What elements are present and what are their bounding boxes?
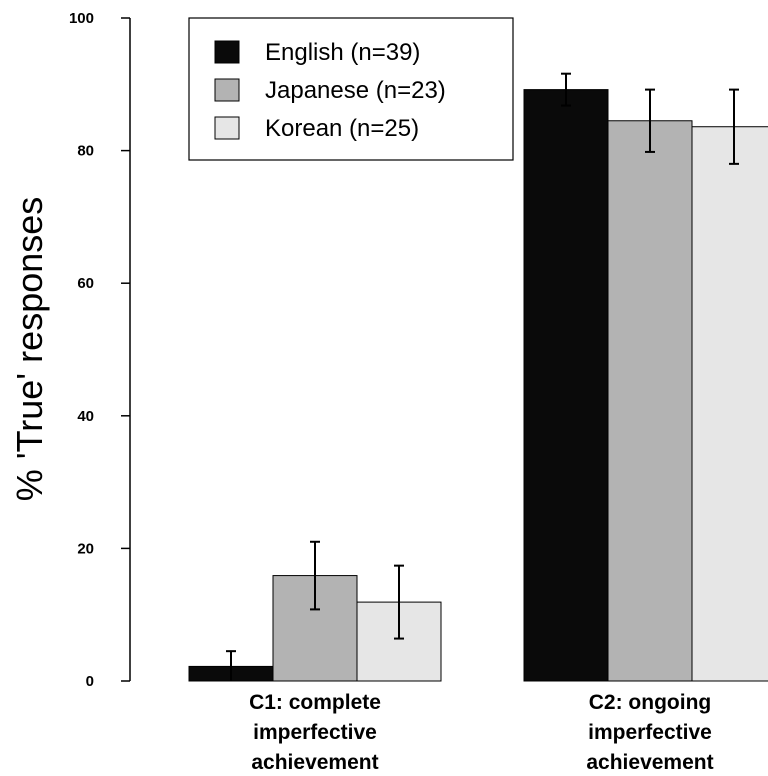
category-label: achievement xyxy=(586,751,713,774)
legend-swatch xyxy=(214,116,240,140)
category-label: imperfective xyxy=(588,721,712,744)
bar xyxy=(523,89,609,682)
y-tick-label: 20 xyxy=(77,540,94,557)
bar xyxy=(691,126,768,682)
category-label: C2: ongoing xyxy=(589,691,711,714)
legend: English (n=39) Japanese (n=23) Korean (n=2… xyxy=(188,17,514,161)
y-tick-label: 40 xyxy=(77,408,94,425)
y-tick-label: 0 xyxy=(86,673,94,690)
category-label: imperfective xyxy=(253,721,377,744)
y-tick-label: 60 xyxy=(77,275,94,292)
legend-label: English (n=39) xyxy=(265,39,420,66)
legend-box xyxy=(188,17,514,161)
bars xyxy=(188,72,768,682)
legend-swatch xyxy=(214,40,240,64)
bar xyxy=(607,120,693,682)
y-tick-label: 100 xyxy=(69,10,94,27)
legend-label: Korean (n=25) xyxy=(265,115,419,142)
y-axis: 0 20 40 60 80 100 xyxy=(69,10,131,690)
y-tick-label: 80 xyxy=(77,143,94,160)
y-axis-label: % 'True' responses xyxy=(9,197,50,502)
category-label: achievement xyxy=(251,751,378,774)
legend-swatch xyxy=(214,78,240,102)
category-labels: C1: complete imperfective achievement C2: o… xyxy=(249,691,714,774)
category-label: C1: complete xyxy=(249,691,381,714)
legend-label: Japanese (n=23) xyxy=(265,77,446,104)
